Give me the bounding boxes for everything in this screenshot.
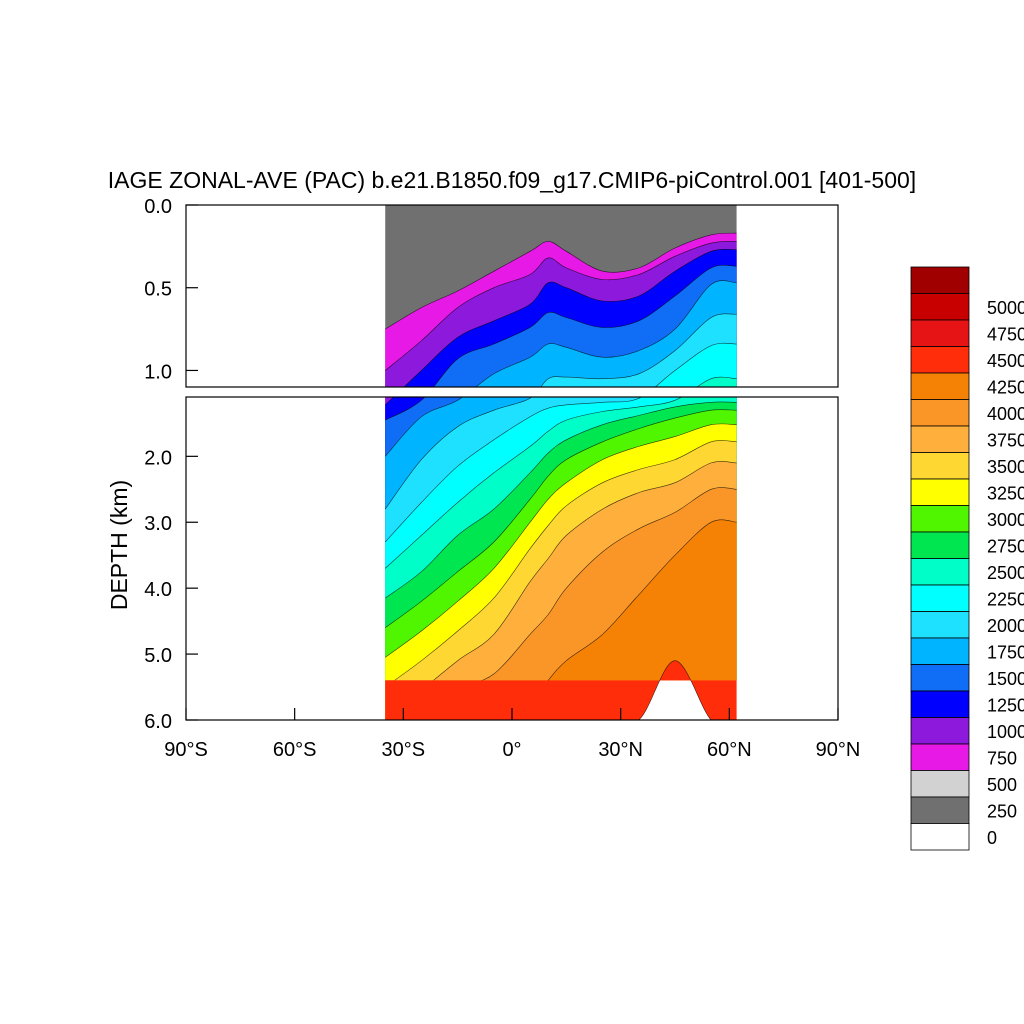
contour-line-4000 [385, 660, 737, 720]
chart-title: IAGE ZONAL-AVE (PAC) b.e21.B1850.f09_g17… [108, 167, 916, 193]
contour-line-2000 [384, 376, 737, 569]
colorbar-swatch [910, 452, 970, 480]
contour-line-1000 [385, 264, 737, 421]
colorbar-label: 5000 [987, 298, 1024, 318]
colorbar-label: 2500 [987, 563, 1024, 583]
x-tick-label: 90°N [816, 739, 861, 761]
contour-line-2500 [385, 409, 737, 628]
colorbar-swatch [910, 346, 970, 374]
colorbar-label: 1500 [987, 669, 1024, 689]
upper-panel-frame [185, 204, 839, 388]
colorbar-swatch [910, 531, 970, 559]
colorbar-swatch [910, 717, 970, 745]
contour-line-250 [385, 232, 737, 330]
colorbar-swatch [910, 505, 970, 533]
x-tick-label: 30°S [382, 739, 426, 761]
age-band-4000 [385, 660, 737, 720]
colorbar-swatch [910, 743, 970, 771]
y-tick-label: 2.0 [144, 447, 172, 469]
colorbar-swatch [910, 584, 970, 612]
colorbar-label: 2250 [987, 589, 1024, 609]
age-field [384, 205, 737, 720]
y-tick-label: 1.0 [144, 361, 172, 383]
contour-line-2250 [385, 401, 737, 599]
x-tick-label: 60°S [273, 739, 317, 761]
colorbar: 0 250 500 750 1000 1250 1500 1750 2000 2250 2500 27… [910, 266, 1024, 851]
colorbar-swatch [910, 796, 970, 824]
colorbar-label: 4750 [987, 324, 1024, 344]
colorbar-swatch [910, 637, 970, 665]
colorbar-label: 250 [987, 801, 1017, 821]
colorbar-swatch [910, 664, 970, 692]
colorbar-swatch [910, 823, 970, 851]
colorbar-swatch [910, 266, 970, 294]
colorbar-label: 3000 [987, 510, 1024, 530]
colorbar-label: 4000 [987, 404, 1024, 424]
contour-line-2750 [385, 423, 737, 658]
colorbar-label: 500 [987, 775, 1017, 795]
colorbar-swatch [910, 478, 970, 506]
colorbar-label: 4500 [987, 351, 1024, 371]
y-tick-label: 0.0 [144, 196, 172, 218]
colorbar-label: 4250 [987, 377, 1024, 397]
colorbar-label: 0 [987, 828, 997, 848]
contour-line-1500 [384, 313, 737, 510]
colorbar-label: 750 [987, 748, 1017, 768]
colorbar-label: 2750 [987, 536, 1024, 556]
contour-line-3000 [385, 440, 737, 688]
age-band-3750 [385, 519, 737, 720]
colorbar-swatch [910, 399, 970, 427]
colorbar-swatch [910, 558, 970, 586]
plot-panels: 0.0 0.5 1.0 2.0 3.0 4.0 5.0 6.0 90°S 60°S 30°S 0° 30… [144, 196, 860, 761]
colorbar-label: 1000 [987, 722, 1024, 742]
colorbar-swatch [910, 319, 970, 347]
colorbar-swatch [910, 690, 970, 718]
y-axis-label: DEPTH (km) [106, 480, 132, 610]
contour-line-3250 [385, 461, 737, 720]
x-tick-label: 90°S [164, 739, 208, 761]
x-tick-label: 0° [502, 739, 521, 761]
contour-line-1750 [384, 342, 737, 543]
colorbar-swatch [910, 611, 970, 639]
colorbar-swatch [910, 770, 970, 798]
colorbar-label: 3500 [987, 457, 1024, 477]
contour-line-750 [384, 248, 737, 406]
colorbar-swatch [910, 372, 970, 400]
colorbar-swatch [910, 293, 970, 321]
colorbar-label: 1250 [987, 695, 1024, 715]
colorbar-label: 3750 [987, 430, 1024, 450]
colorbar-label: 3250 [987, 483, 1024, 503]
contour-line-500 [385, 241, 737, 371]
y-tick-label: 3.0 [144, 513, 172, 535]
y-tick-label: 4.0 [144, 579, 172, 601]
x-tick-label: 60°N [707, 739, 752, 761]
x-tick-label: 30°N [598, 739, 643, 761]
contour-line-1250 [384, 280, 737, 457]
colorbar-label: 1750 [987, 642, 1024, 662]
colorbar-swatch [910, 425, 970, 453]
colorbar-label: 2000 [987, 616, 1024, 636]
y-tick-label: 0.5 [144, 279, 172, 301]
contour-line-3750 [385, 519, 737, 720]
y-tick-label: 6.0 [144, 711, 172, 733]
y-tick-label: 5.0 [144, 645, 172, 667]
